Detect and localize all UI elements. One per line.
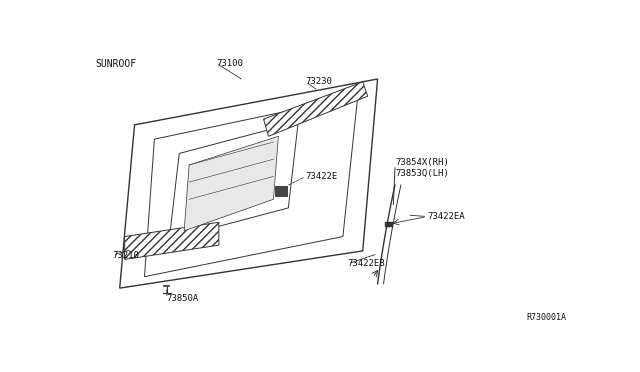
Text: 73422EB: 73422EB — [348, 259, 385, 268]
Polygon shape — [184, 136, 278, 231]
Text: 73230: 73230 — [306, 77, 333, 86]
Text: SUNROOF: SUNROOF — [95, 59, 136, 69]
Text: R730001A: R730001A — [526, 314, 566, 323]
Text: 73853Q(LH): 73853Q(LH) — [395, 169, 449, 178]
Polygon shape — [264, 82, 367, 136]
Text: 73210: 73210 — [112, 251, 139, 260]
Polygon shape — [125, 222, 219, 260]
Text: 73854X(RH): 73854X(RH) — [395, 158, 449, 167]
Text: 73422E: 73422E — [306, 172, 338, 181]
Polygon shape — [145, 96, 358, 277]
Text: 73100: 73100 — [216, 59, 243, 68]
Text: 73850A: 73850A — [167, 294, 199, 303]
Bar — [275, 186, 287, 196]
Text: 73422EA: 73422EA — [428, 212, 465, 221]
